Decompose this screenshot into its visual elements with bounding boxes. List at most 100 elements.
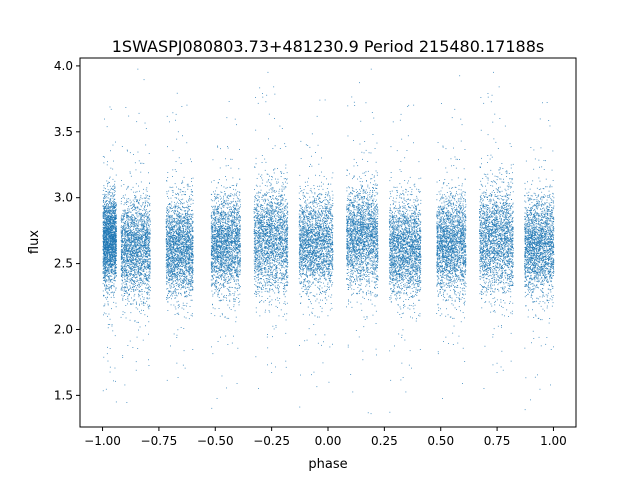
data-point [144,233,146,235]
data-point [174,253,175,254]
data-point [126,243,128,244]
data-point [134,320,136,322]
data-point [143,262,145,264]
data-point [113,216,115,218]
data-point [141,264,142,266]
data-point [111,271,113,273]
data-point [105,249,107,251]
data-point [131,297,132,299]
data-point [127,255,129,257]
data-point [139,250,141,251]
data-point [106,237,107,239]
data-point [185,255,186,257]
data-point [106,219,107,221]
data-point [109,233,111,235]
data-point [147,218,149,220]
data-point [107,229,109,231]
data-point [142,210,144,211]
data-point [112,210,114,212]
data-point [132,251,134,253]
data-point [182,234,183,236]
data-point [132,285,134,287]
data-point [103,230,104,232]
data-point [184,262,186,264]
data-point [187,246,189,248]
data-point [138,215,140,217]
data-point [106,268,108,270]
data-point [127,222,129,224]
data-point [104,243,106,245]
data-point [112,249,114,251]
data-point [147,235,149,237]
data-point [139,245,141,247]
data-point [122,241,124,243]
data-point [139,212,141,214]
data-point [133,253,135,255]
data-point [132,255,134,257]
data-point [145,255,146,257]
data-point [186,228,188,230]
data-point [126,247,128,249]
data-point [169,224,171,225]
data-point [130,231,131,233]
data-point [126,277,128,279]
data-point [187,278,189,280]
data-point [137,259,138,261]
data-point [126,284,128,286]
data-point [108,288,110,290]
data-point [175,240,177,241]
data-point [115,245,117,247]
data-point [122,240,124,242]
data-point [147,263,148,265]
data-point [135,249,137,250]
data-point [106,222,108,223]
data-point [127,251,129,253]
data-point [107,223,109,225]
data-point [135,237,137,239]
data-point [147,284,149,286]
data-point [136,201,138,203]
data-point [140,214,142,216]
data-point [141,234,142,236]
data-point [124,231,126,233]
data-point [127,209,128,211]
data-point [112,203,114,205]
data-point [182,181,184,183]
data-point [110,241,111,243]
data-point [107,217,109,219]
data-point [103,295,104,297]
data-point [131,263,133,265]
data-point [104,303,106,305]
data-point [126,256,127,258]
data-point [136,261,138,263]
data-point [135,195,137,197]
data-point [127,260,129,262]
data-point [104,118,105,120]
data-point [149,219,151,221]
data-point [140,246,142,248]
data-point [104,213,106,215]
data-point [133,259,135,261]
data-point [174,211,176,213]
data-point [109,236,110,238]
data-point [106,212,107,214]
data-point [135,277,137,278]
data-point [167,258,169,260]
data-point [114,229,116,231]
data-point [191,222,193,224]
data-point [110,216,111,218]
data-point [106,247,108,249]
data-point [134,225,136,227]
data-point [138,250,140,252]
data-point [129,256,131,258]
data-point [116,266,117,268]
data-point [105,252,107,254]
data-point [115,289,117,291]
data-point [167,294,168,296]
data-point [139,279,141,281]
data-point [170,304,172,306]
data-point [139,247,140,249]
data-point [114,262,115,263]
data-point [122,228,123,229]
data-point [136,281,137,283]
